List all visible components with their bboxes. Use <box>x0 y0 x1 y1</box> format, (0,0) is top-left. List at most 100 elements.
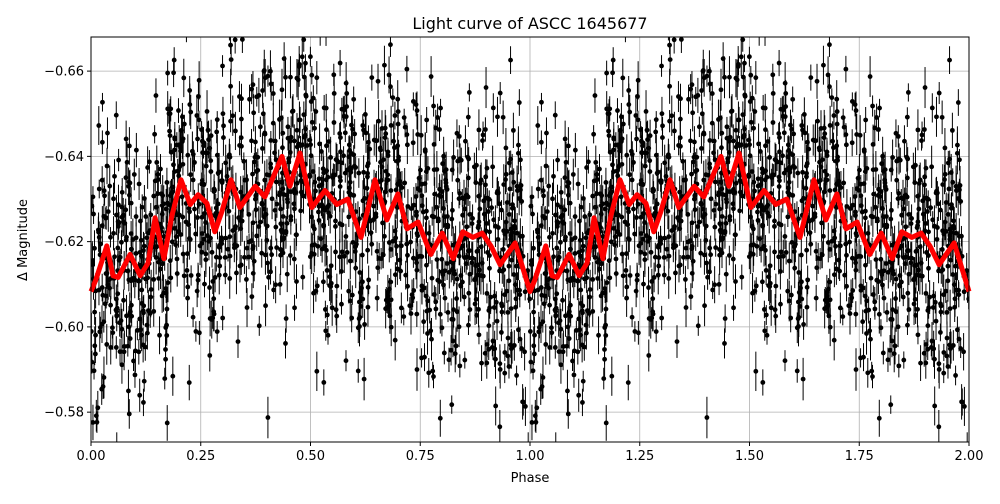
data-point <box>808 242 813 247</box>
data-point <box>278 247 283 252</box>
data-point <box>108 235 113 240</box>
data-point <box>473 302 478 307</box>
data-point <box>484 85 489 90</box>
data-point <box>288 218 293 223</box>
data-point <box>869 369 874 374</box>
data-point <box>423 147 428 152</box>
data-point <box>512 218 517 223</box>
data-point <box>778 302 783 307</box>
data-point <box>406 204 411 209</box>
data-point <box>396 155 401 160</box>
data-point <box>294 232 299 237</box>
data-point <box>535 123 540 128</box>
data-point <box>776 131 781 136</box>
data-point <box>953 373 958 378</box>
data-point <box>99 387 104 392</box>
data-point <box>497 201 502 206</box>
data-point <box>126 269 131 274</box>
data-point <box>137 279 142 284</box>
data-point <box>714 202 719 207</box>
data-point <box>403 125 408 130</box>
data-point <box>773 157 778 162</box>
data-point <box>491 217 496 222</box>
data-point <box>560 298 565 303</box>
data-point <box>949 170 954 175</box>
data-point <box>801 196 806 201</box>
data-point <box>188 172 193 177</box>
data-point <box>434 307 439 312</box>
data-point <box>596 333 601 338</box>
data-point <box>814 296 819 301</box>
data-point <box>656 245 661 250</box>
data-point <box>438 416 443 421</box>
data-point <box>484 221 489 226</box>
data-point <box>624 153 629 158</box>
data-point <box>542 301 547 306</box>
data-point <box>760 380 765 385</box>
data-point <box>497 268 502 273</box>
data-point <box>124 137 129 142</box>
data-point <box>290 109 295 114</box>
data-point <box>424 209 429 214</box>
data-point <box>584 275 589 280</box>
data-point <box>701 131 706 136</box>
data-point <box>388 42 393 47</box>
data-point <box>507 364 512 369</box>
data-point <box>251 271 256 276</box>
data-point <box>493 404 498 409</box>
data-point <box>317 184 322 189</box>
data-point <box>121 213 126 218</box>
data-point <box>509 258 514 263</box>
data-point <box>825 153 830 158</box>
data-point <box>721 192 726 197</box>
data-point <box>145 275 150 280</box>
data-point <box>311 169 316 174</box>
data-point <box>637 243 642 248</box>
data-point <box>717 247 722 252</box>
data-point <box>207 285 212 290</box>
data-point <box>155 191 160 196</box>
data-point <box>414 213 419 218</box>
data-point <box>253 197 258 202</box>
data-point <box>264 238 269 243</box>
data-point <box>309 99 314 104</box>
data-point <box>155 172 160 177</box>
data-point <box>117 258 122 263</box>
data-point <box>375 296 380 301</box>
data-point <box>731 257 736 262</box>
data-point <box>263 303 268 308</box>
data-point <box>826 72 831 77</box>
data-point <box>830 139 835 144</box>
data-point <box>464 224 469 229</box>
data-point <box>565 184 570 189</box>
data-point <box>180 194 185 199</box>
data-point <box>578 238 583 243</box>
data-point <box>353 266 358 271</box>
data-point <box>734 128 739 133</box>
data-point <box>819 126 824 131</box>
data-point <box>298 208 303 213</box>
data-point <box>314 369 319 374</box>
data-point <box>763 24 768 29</box>
data-point <box>334 284 339 289</box>
data-point <box>710 91 715 96</box>
data-point <box>604 307 609 312</box>
data-point <box>565 389 570 394</box>
data-point <box>566 193 571 198</box>
data-point <box>858 133 863 138</box>
data-point <box>867 328 872 333</box>
data-point <box>455 178 460 183</box>
data-point <box>356 369 361 374</box>
data-point <box>580 248 585 253</box>
data-point <box>292 139 297 144</box>
data-point <box>328 214 333 219</box>
data-point <box>333 250 338 255</box>
data-point <box>607 193 612 198</box>
data-point <box>659 64 664 69</box>
data-point <box>443 223 448 228</box>
data-point <box>102 193 107 198</box>
data-point <box>514 373 519 378</box>
data-point <box>529 360 534 365</box>
data-point <box>344 114 349 119</box>
data-point <box>247 97 252 102</box>
